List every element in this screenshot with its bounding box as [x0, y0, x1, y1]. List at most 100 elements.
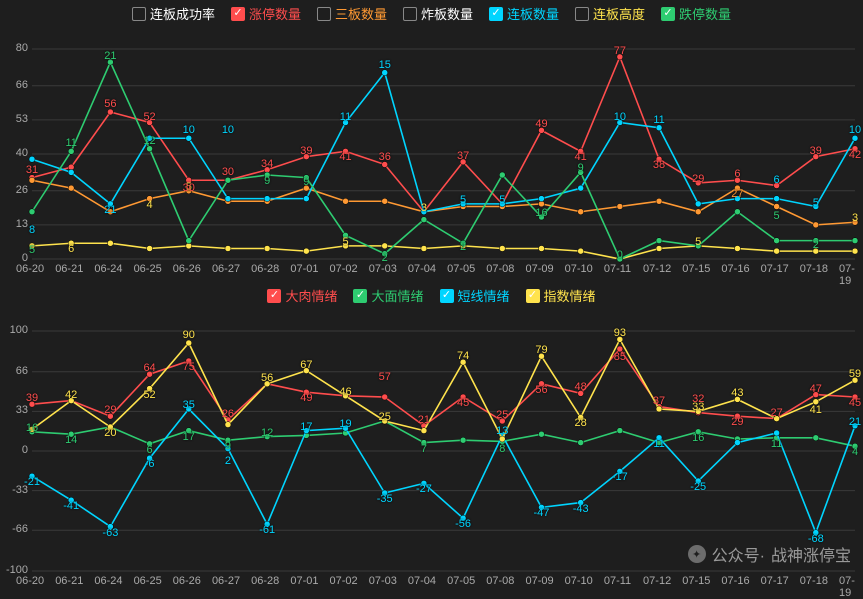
series-point — [774, 238, 780, 244]
value-label: 17 — [300, 421, 312, 433]
page-root: { "colors": { "bg": "#1e1e1e", "grid": "… — [0, 0, 863, 586]
series-point — [186, 238, 192, 244]
series-point — [499, 172, 505, 178]
legend-item-darou[interactable]: 大肉情绪 — [267, 286, 337, 305]
value-label: 56 — [261, 372, 273, 384]
legend-item-lianban_height[interactable]: 连板高度 — [575, 4, 645, 23]
legend-label: 指数情绪 — [544, 286, 596, 305]
series-point — [734, 246, 740, 252]
series-point — [264, 246, 270, 252]
value-label: 34 — [261, 158, 273, 170]
series-point — [774, 204, 780, 210]
value-label: 9 — [264, 175, 270, 187]
value-label: 74 — [457, 350, 469, 362]
value-label: 41 — [339, 151, 351, 163]
series-point — [813, 435, 819, 441]
value-label: 9 — [225, 440, 231, 452]
series-point — [538, 196, 544, 202]
value-label: 4 — [147, 199, 153, 211]
value-label: 30 — [222, 166, 234, 178]
value-label: 2 — [460, 241, 466, 253]
value-label: 26 — [222, 408, 234, 420]
value-label: 21 — [104, 204, 116, 216]
value-label: 36 — [379, 151, 391, 163]
series-point — [852, 238, 858, 244]
value-label: 5 — [29, 244, 35, 256]
legend-checkbox-icon — [575, 7, 589, 21]
value-label: 19 — [339, 418, 351, 430]
series-point — [499, 246, 505, 252]
value-label: 43 — [731, 387, 743, 399]
value-label: 29 — [104, 404, 116, 416]
series-point — [852, 248, 858, 254]
series-point — [382, 198, 388, 204]
series-point — [225, 246, 231, 252]
legend-item-duanxian[interactable]: 短线情绪 — [440, 286, 510, 305]
legend-checkbox-icon — [526, 289, 540, 303]
value-label: 3 — [852, 212, 858, 224]
legend-item-sanban[interactable]: 三板数量 — [317, 4, 387, 23]
top-chart: 连板成功率涨停数量三板数量炸板数量连板数量连板高度跌停数量 0132640536… — [0, 0, 863, 278]
legend-checkbox-icon — [440, 289, 454, 303]
series-point — [343, 198, 349, 204]
value-label: 30 — [183, 182, 195, 194]
legend-label: 连板高度 — [593, 4, 645, 23]
value-label: 2 — [813, 239, 819, 251]
legend-label: 连板数量 — [507, 4, 559, 23]
value-label: 6 — [774, 174, 780, 186]
value-label: -41 — [63, 500, 79, 512]
series-point — [29, 156, 35, 162]
legend-item-lianban_num[interactable]: 连板数量 — [489, 4, 559, 23]
legend-label: 短线情绪 — [458, 286, 510, 305]
legend-item-zhishu[interactable]: 指数情绪 — [526, 286, 596, 305]
value-label: 57 — [379, 371, 391, 383]
value-label: -21 — [24, 476, 40, 488]
legend-label: 涨停数量 — [249, 4, 301, 23]
series-point — [656, 406, 662, 412]
legend-item-dieting[interactable]: 跌停数量 — [661, 4, 731, 23]
series-point — [695, 201, 701, 207]
series-point — [695, 209, 701, 215]
legend-checkbox-icon — [132, 7, 146, 21]
value-label: 11 — [65, 137, 76, 149]
value-label: 27 — [731, 188, 743, 200]
value-label: 8 — [29, 224, 35, 236]
value-label: 49 — [535, 118, 547, 130]
series-point — [617, 204, 623, 210]
top-chart-legend: 连板成功率 涨停数量三板数量炸板数量 连板数量 连板高度 跌停数量 — [0, 0, 863, 25]
series-point — [656, 246, 662, 252]
value-label: 42 — [65, 389, 77, 401]
value-label: 59 — [849, 368, 861, 380]
series-point — [382, 243, 388, 249]
value-label: 11 — [771, 438, 782, 450]
legend-label: 跌停数量 — [679, 4, 731, 23]
value-label: 29 — [692, 173, 704, 185]
value-label: 20 — [104, 427, 116, 439]
value-label: 31 — [26, 164, 38, 176]
legend-item-damian[interactable]: 大面情绪 — [353, 286, 423, 305]
series-point — [578, 248, 584, 254]
value-label: 42 — [849, 149, 861, 161]
value-label: 75 — [183, 361, 195, 373]
series-point — [29, 209, 35, 215]
series-point — [656, 198, 662, 204]
series-point — [617, 428, 623, 434]
series-point — [68, 185, 74, 191]
value-label: 52 — [143, 111, 155, 123]
legend-item-zhangting[interactable]: 涨停数量 — [231, 4, 301, 23]
series-point — [774, 196, 780, 202]
series-line-dieting — [32, 62, 855, 259]
legend-checkbox-icon — [403, 7, 417, 21]
series-point — [421, 428, 427, 434]
legend-checkbox-icon — [231, 7, 245, 21]
legend-checkbox-icon — [661, 7, 675, 21]
series-point — [734, 440, 740, 446]
value-label: 25 — [496, 409, 508, 421]
series-point — [578, 440, 584, 446]
value-label: -35 — [377, 493, 393, 505]
legend-checkbox-icon — [317, 7, 331, 21]
value-label: -61 — [259, 524, 275, 536]
legend-item-zhaban[interactable]: 炸板数量 — [403, 4, 473, 23]
series-point — [225, 196, 231, 202]
legend-item-lian_success[interactable]: 连板成功率 — [132, 4, 215, 23]
